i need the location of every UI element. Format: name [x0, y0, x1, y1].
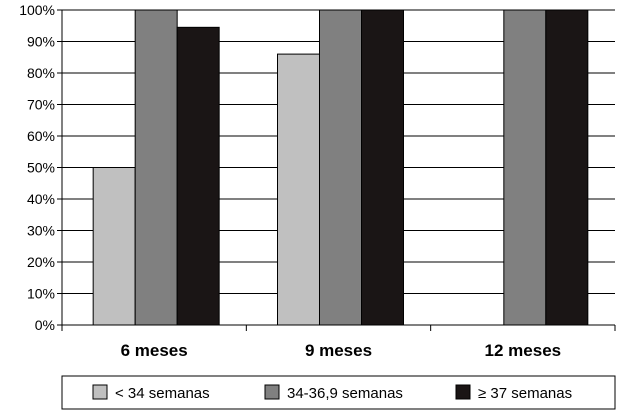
legend: < 34 semanas 34-36,9 semanas ≥ 37 semanas [61, 375, 616, 410]
legend-swatch [455, 384, 471, 400]
y-tick-label: 60% [27, 128, 55, 144]
y-tick-label: 40% [27, 191, 55, 207]
x-category-label: 6 meses [121, 341, 188, 360]
y-tick-label: 10% [27, 286, 55, 302]
bar [503, 9, 547, 326]
bar [319, 9, 362, 326]
y-axis-ticks: 0% 10% 20% 30% 40% 50% 60% 70% 80% 90% 100% [19, 2, 62, 333]
y-tick-label: 0% [35, 317, 55, 333]
y-tick-label: 100% [19, 2, 55, 18]
y-tick-label: 90% [27, 34, 55, 50]
legend-swatch [92, 384, 108, 400]
bar [92, 167, 136, 326]
x-category-label: 9 meses [305, 341, 372, 360]
y-tick-label: 20% [27, 254, 55, 270]
legend-swatch [264, 384, 280, 400]
legend-label: 34-36,9 semanas [287, 385, 403, 402]
legend-label: < 34 semanas [115, 385, 210, 402]
bar [277, 53, 320, 326]
bar [134, 9, 178, 326]
legend-label: ≥ 37 semanas [478, 385, 572, 402]
y-tick-label: 80% [27, 65, 55, 81]
bars [92, 9, 589, 326]
axes [61, 10, 616, 331]
legend-box [61, 375, 616, 410]
bar [361, 9, 404, 326]
y-tick-label: 70% [27, 97, 55, 113]
y-tick-label: 50% [27, 160, 55, 176]
bar [545, 9, 589, 326]
x-axis-labels: 6 meses 9 meses 12 meses [121, 341, 562, 360]
bar [176, 26, 220, 326]
y-tick-label: 30% [27, 223, 55, 239]
x-category-label: 12 meses [485, 341, 562, 360]
